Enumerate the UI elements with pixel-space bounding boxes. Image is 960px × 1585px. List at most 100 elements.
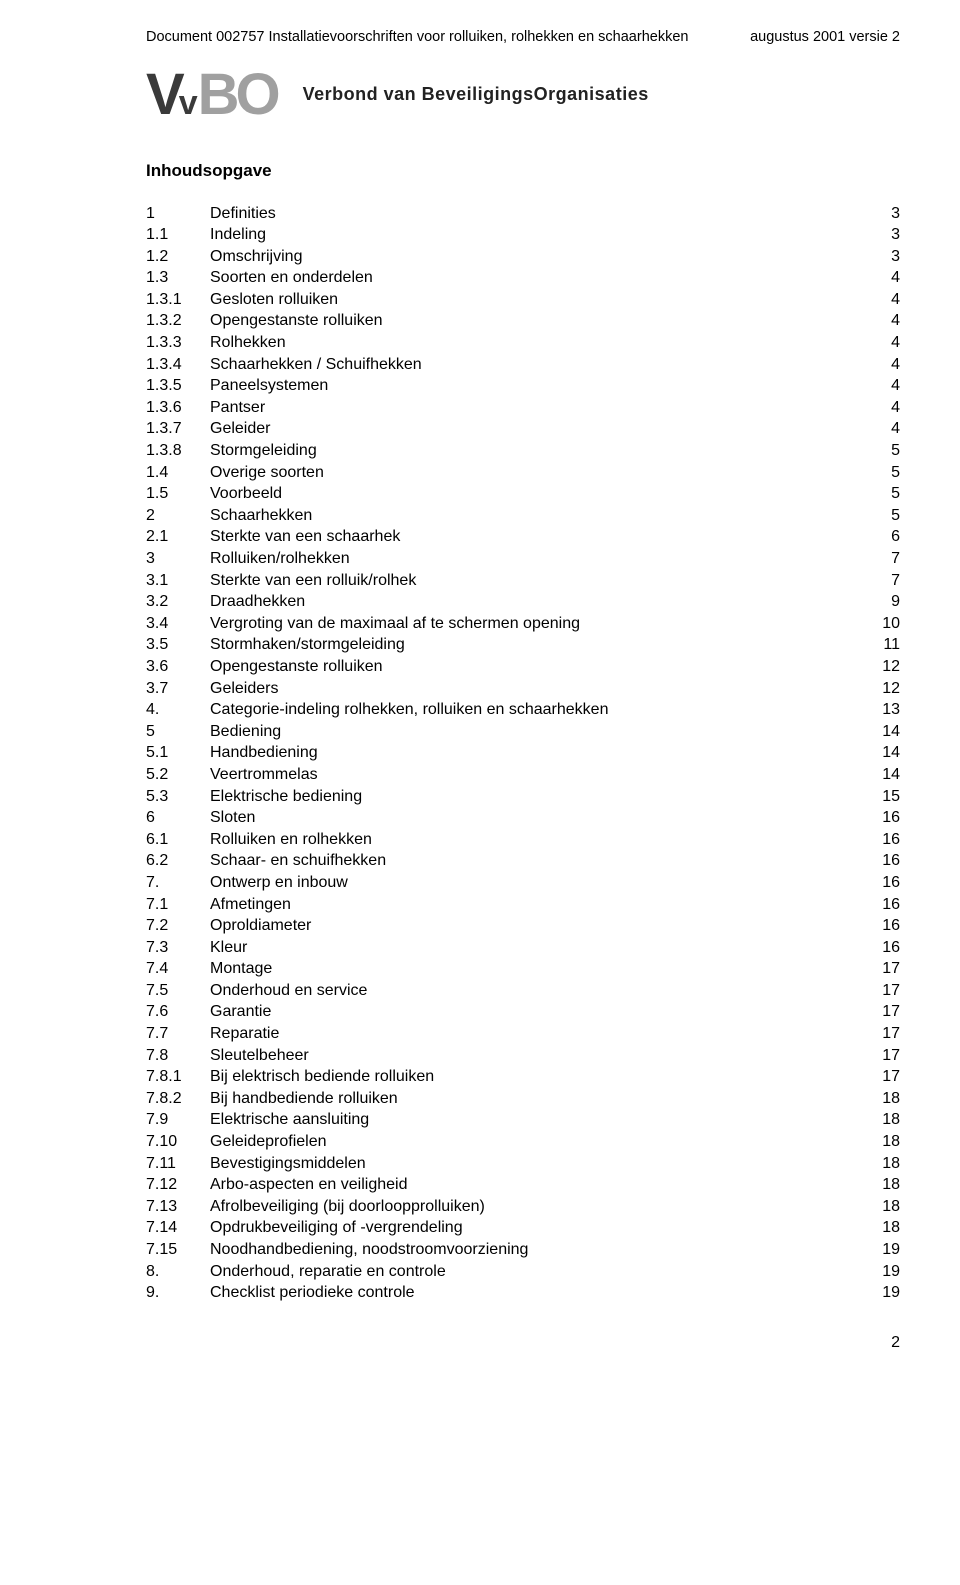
toc-row: 1.3Soorten en onderdelen4 (146, 267, 900, 289)
toc-page: 17 (868, 1001, 900, 1023)
toc-row: 7.15Noodhandbediening, noodstroomvoorzie… (146, 1239, 900, 1261)
toc-row: 7.9Elektrische aansluiting18 (146, 1109, 900, 1131)
toc-row: 7.4Montage17 (146, 958, 900, 980)
toc-label: Checklist periodieke controle (210, 1282, 868, 1304)
toc-num: 2.1 (146, 526, 210, 548)
toc-label: Gesloten rolluiken (210, 289, 868, 311)
toc-num: 5.3 (146, 786, 210, 808)
toc-label: Sloten (210, 807, 868, 829)
toc-row: 7.8.1Bij elektrisch bediende rolluiken17 (146, 1066, 900, 1088)
toc-num: 7. (146, 872, 210, 894)
toc-label: Definities (210, 203, 868, 225)
toc-row: 6.2Schaar- en schuifhekken16 (146, 850, 900, 872)
toc-label: Noodhandbediening, noodstroomvoorziening (210, 1239, 868, 1261)
logo-letter-v: V (146, 66, 183, 124)
toc-num: 1.3.8 (146, 440, 210, 462)
toc-num: 3.1 (146, 570, 210, 592)
toc-row: 9.Checklist periodieke controle19 (146, 1282, 900, 1304)
toc-row: 4.Categorie-indeling rolhekken, rolluike… (146, 699, 900, 721)
toc-page: 19 (868, 1282, 900, 1304)
toc-row: 1.4Overige soorten5 (146, 462, 900, 484)
toc-label: Opengestanste rolluiken (210, 310, 868, 332)
toc-num: 7.13 (146, 1196, 210, 1218)
document-header: Document 002757 Installatievoorschriften… (146, 28, 900, 48)
toc-row: 5.1Handbediening14 (146, 742, 900, 764)
toc-num: 6 (146, 807, 210, 829)
toc-page: 4 (868, 332, 900, 354)
toc-page: 17 (868, 1045, 900, 1067)
toc-label: Ontwerp en inbouw (210, 872, 868, 894)
toc-num: 3.6 (146, 656, 210, 678)
toc-page: 12 (868, 678, 900, 700)
toc-row: 6Sloten16 (146, 807, 900, 829)
toc-row: 7.11Bevestigingsmiddelen18 (146, 1153, 900, 1175)
toc-num: 2 (146, 505, 210, 527)
toc-page: 5 (868, 505, 900, 527)
toc-label: Rolluiken/rolhekken (210, 548, 868, 570)
toc-label: Handbediening (210, 742, 868, 764)
logo-subtitle: Verbond van BeveiligingsOrganisaties (303, 82, 649, 106)
toc-num: 6.1 (146, 829, 210, 851)
toc-num: 3 (146, 548, 210, 570)
toc-label: Elektrische bediening (210, 786, 868, 808)
toc-row: 3.6Opengestanste rolluiken12 (146, 656, 900, 678)
toc-label: Vergroting van de maximaal af te scherme… (210, 613, 868, 635)
toc-page: 16 (868, 829, 900, 851)
toc-page: 17 (868, 980, 900, 1002)
toc-row: 7.2Oproldiameter16 (146, 915, 900, 937)
toc-row: 3Rolluiken/rolhekken7 (146, 548, 900, 570)
toc-label: Bevestigingsmiddelen (210, 1153, 868, 1175)
toc-page: 18 (868, 1217, 900, 1239)
toc-num: 1.5 (146, 483, 210, 505)
toc-label: Draadhekken (210, 591, 868, 613)
toc-page: 16 (868, 872, 900, 894)
toc-num: 5 (146, 721, 210, 743)
toc-page: 16 (868, 807, 900, 829)
toc-label: Omschrijving (210, 246, 868, 268)
toc-row: 1.3.6Pantser4 (146, 397, 900, 419)
toc-page: 19 (868, 1239, 900, 1261)
toc-label: Onderhoud, reparatie en controle (210, 1261, 868, 1283)
toc-num: 7.15 (146, 1239, 210, 1261)
toc-page: 4 (868, 310, 900, 332)
toc-page: 14 (868, 742, 900, 764)
toc-num: 1.3.1 (146, 289, 210, 311)
toc-num: 7.4 (146, 958, 210, 980)
toc-num: 7.8.2 (146, 1088, 210, 1110)
toc-row: 1.3.8Stormgeleiding5 (146, 440, 900, 462)
toc-label: Onderhoud en service (210, 980, 868, 1002)
toc-label: Garantie (210, 1001, 868, 1023)
toc-num: 7.8 (146, 1045, 210, 1067)
toc-num: 6.2 (146, 850, 210, 872)
toc-row: 7.13Afrolbeveiliging (bij doorloopprollu… (146, 1196, 900, 1218)
toc-page: 10 (868, 613, 900, 635)
toc-num: 1.3.7 (146, 418, 210, 440)
toc-num: 7.8.1 (146, 1066, 210, 1088)
toc-page: 4 (868, 418, 900, 440)
toc-num: 1.3.6 (146, 397, 210, 419)
toc-label: Paneelsystemen (210, 375, 868, 397)
toc-num: 8. (146, 1261, 210, 1283)
toc-page: 5 (868, 440, 900, 462)
toc-page: 17 (868, 1023, 900, 1045)
toc-num: 7.7 (146, 1023, 210, 1045)
toc-row: 1.5Voorbeeld5 (146, 483, 900, 505)
toc-label: Stormhaken/stormgeleiding (210, 634, 868, 656)
toc-label: Bediening (210, 721, 868, 743)
toc-label: Reparatie (210, 1023, 868, 1045)
toc-num: 5.1 (146, 742, 210, 764)
toc-page: 4 (868, 397, 900, 419)
toc-row: 3.5Stormhaken/stormgeleiding11 (146, 634, 900, 656)
toc-row: 1.2Omschrijving3 (146, 246, 900, 268)
toc-num: 1 (146, 203, 210, 225)
toc-page: 17 (868, 1066, 900, 1088)
toc-row: 3.4Vergroting van de maximaal af te sche… (146, 613, 900, 635)
logo-mark: V v BO (146, 66, 277, 124)
toc-page: 4 (868, 375, 900, 397)
toc-row: 7.5Onderhoud en service17 (146, 980, 900, 1002)
toc-label: Rolluiken en rolhekken (210, 829, 868, 851)
toc-row: 2.1Sterkte van een schaarhek6 (146, 526, 900, 548)
toc-row: 1.3.4Schaarhekken / Schuifhekken4 (146, 354, 900, 376)
toc-page: 15 (868, 786, 900, 808)
toc-row: 7.14Opdrukbeveiliging of -vergrendeling1… (146, 1217, 900, 1239)
